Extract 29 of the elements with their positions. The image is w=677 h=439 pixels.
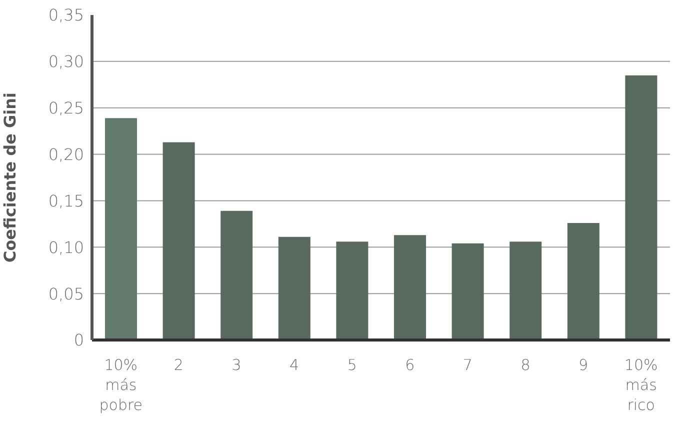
bar	[278, 236, 310, 340]
y-axis-title: Coeficiente de Gini	[0, 92, 20, 263]
x-tick-label: 2	[174, 356, 184, 374]
x-tick-label: 9	[578, 356, 588, 374]
y-tick-label: 0,10	[48, 238, 84, 257]
y-tick-label: 0,30	[48, 52, 84, 72]
y-tick-label: 0,05	[48, 284, 84, 304]
bar	[336, 242, 368, 340]
x-tick-label: 5	[347, 356, 357, 374]
y-tick-label: 0,20	[48, 144, 84, 164]
x-tick-label: 4	[290, 356, 300, 374]
y-tick-label: 0,25	[48, 98, 84, 118]
y-tick-label: 0,15	[48, 191, 84, 210]
x-tick-label: 7	[462, 356, 472, 374]
bar	[105, 118, 137, 340]
bar	[452, 243, 484, 340]
x-tick-label: 8	[520, 356, 530, 374]
y-tick-label: 0,35	[48, 6, 84, 25]
bar	[220, 210, 253, 340]
x-tick-label: 6	[405, 356, 415, 374]
bar	[625, 75, 658, 340]
x-tick-label: 10% más rico	[624, 356, 658, 414]
bar	[567, 223, 600, 340]
y-tick-label: 0	[74, 330, 84, 350]
bar	[510, 242, 542, 340]
x-tick-label: 10% más pobre	[99, 356, 143, 414]
bar	[162, 142, 195, 340]
x-tick-label: 3	[232, 356, 242, 374]
bar	[394, 235, 426, 340]
